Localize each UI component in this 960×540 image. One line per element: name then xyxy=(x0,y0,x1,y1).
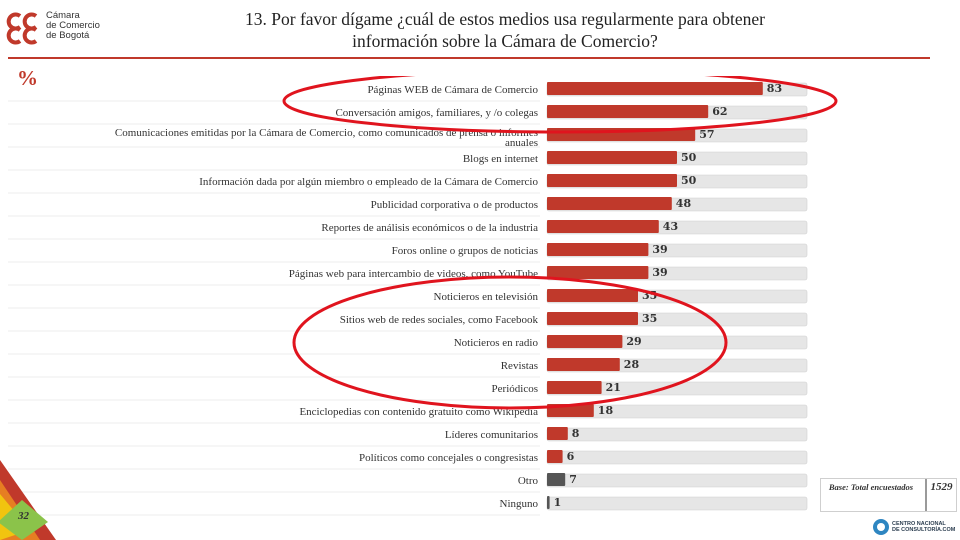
bar xyxy=(547,82,763,95)
title-line-2: información sobre la Cámara de Comercio? xyxy=(352,31,658,51)
category-label: Información dada por algún miembro o emp… xyxy=(199,176,538,188)
percent-label: % xyxy=(17,66,38,90)
bar xyxy=(547,105,709,118)
category-label: Periódicos xyxy=(492,383,538,395)
category-label: Noticieros en televisión xyxy=(434,291,539,303)
data-label: 39 xyxy=(652,243,667,256)
base-value: 1529 xyxy=(930,481,953,493)
category-label: Reportes de análisis económicos o de la … xyxy=(321,222,538,234)
bar xyxy=(547,358,620,371)
category-label: Revistas xyxy=(501,360,538,372)
bar xyxy=(547,243,649,256)
category-label: Páginas WEB de Cámara de Comercio xyxy=(367,84,538,96)
category-label: Noticieros en radio xyxy=(454,337,539,349)
data-label: 50 xyxy=(681,151,697,164)
logo-line-3: de Bogotá xyxy=(46,30,90,41)
bar xyxy=(547,289,638,302)
corner-decoration-icon xyxy=(0,460,56,540)
bar xyxy=(547,220,659,233)
data-label: 1 xyxy=(554,496,562,509)
logo-line-1: Cámara xyxy=(46,10,80,21)
bar xyxy=(547,197,672,210)
page-number: 32 xyxy=(18,510,29,522)
bar xyxy=(547,174,677,187)
camara-comercio-logo-icon xyxy=(6,12,38,45)
category-label: Blogs en internet xyxy=(463,153,538,165)
data-label: 35 xyxy=(642,312,657,325)
bar-chart: Páginas WEB de Cámara de Comercio 83 Conve… xyxy=(8,76,838,516)
logo-text: Cámara de Comercio de Bogotá xyxy=(46,11,100,41)
cnc-logo-icon xyxy=(873,519,889,535)
highlight-ellipse xyxy=(292,275,728,410)
category-label: Ninguno xyxy=(500,498,539,510)
bar xyxy=(547,266,649,279)
data-label: 29 xyxy=(626,335,641,348)
data-label: 28 xyxy=(624,358,640,371)
title-line-1: 13. Por favor dígame ¿cuál de estos medi… xyxy=(245,9,765,29)
bar xyxy=(547,427,568,440)
data-label: 6 xyxy=(567,450,575,463)
data-label: 7 xyxy=(569,473,577,486)
category-label: Publicidad corporativa o de productos xyxy=(371,199,538,211)
bar xyxy=(547,473,566,486)
cnc-text: CENTRO NACIONAL DE CONSULTORÍA.COM xyxy=(892,521,955,533)
bar-track xyxy=(546,450,808,465)
base-box: Base: Total encuestados 1529 xyxy=(820,478,957,512)
bar xyxy=(547,335,623,348)
data-label: 43 xyxy=(663,220,678,233)
cnc-line-2: DE CONSULTORÍA.COM xyxy=(892,527,956,533)
data-label: 8 xyxy=(572,427,580,440)
category-label: Líderes comunitarios xyxy=(445,429,538,441)
page-title: 13. Por favor dígame ¿cuál de estos medi… xyxy=(170,8,840,52)
base-separator xyxy=(925,479,927,511)
cnc-line-1: CENTRO NACIONAL xyxy=(892,521,946,527)
data-label: 50 xyxy=(681,174,697,187)
category-label: Políticos como concejales o congresistas xyxy=(359,452,538,464)
highlight-ellipse xyxy=(282,76,838,134)
logo-line-2: de Comercio xyxy=(46,20,100,31)
data-label: 57 xyxy=(699,128,714,141)
bar-track xyxy=(546,473,808,488)
category-label: Enciclopedias con contenido gratuito com… xyxy=(299,406,538,418)
bar-track xyxy=(546,496,808,511)
bar xyxy=(547,496,550,509)
category-label: Foros online o grupos de noticias xyxy=(392,245,538,257)
bar xyxy=(547,151,677,164)
bar xyxy=(547,312,638,325)
data-label: 83 xyxy=(767,82,782,95)
bar xyxy=(547,381,602,394)
data-label: 48 xyxy=(676,197,692,210)
data-label: 21 xyxy=(606,381,621,394)
data-label: 39 xyxy=(652,266,667,279)
data-label: 62 xyxy=(712,105,727,118)
title-divider xyxy=(8,57,930,59)
base-label: Base: Total encuestados xyxy=(828,482,914,492)
category-label: Otro xyxy=(518,475,539,487)
bar-track xyxy=(546,427,808,442)
category-label: Conversación amigos, familiares, y /o co… xyxy=(335,107,538,119)
category-label: Sitios web de redes sociales, como Faceb… xyxy=(340,314,539,326)
data-label: 18 xyxy=(598,404,614,417)
bar xyxy=(547,450,563,463)
